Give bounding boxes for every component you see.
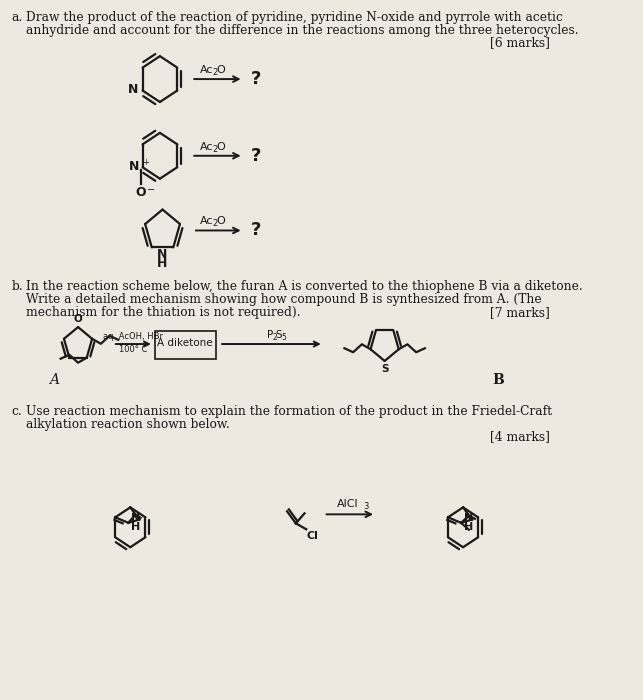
Text: Ac: Ac — [200, 142, 213, 152]
Text: H: H — [464, 522, 473, 533]
Text: O: O — [74, 314, 82, 324]
Text: S: S — [381, 364, 388, 374]
Text: Ac: Ac — [200, 65, 213, 75]
Text: In the reaction scheme below, the furan A is converted to the thiophene B via a : In the reaction scheme below, the furan … — [26, 280, 583, 293]
Text: ?: ? — [251, 221, 261, 239]
Text: 2: 2 — [272, 333, 277, 342]
Text: alkylation reaction shown below.: alkylation reaction shown below. — [26, 418, 230, 430]
Text: mechanism for the thiation is not required).: mechanism for the thiation is not requir… — [26, 306, 300, 319]
Text: anhydride and account for the difference in the reactions among the three hetero: anhydride and account for the difference… — [26, 25, 579, 37]
Text: B: B — [492, 373, 503, 387]
Text: −: − — [147, 186, 155, 195]
Text: N: N — [128, 83, 138, 96]
Text: N: N — [464, 514, 473, 524]
Text: Write a detailed mechanism showing how compound B is synthesized from A. (The: Write a detailed mechanism showing how c… — [26, 293, 541, 306]
Text: a.: a. — [12, 11, 23, 25]
Text: A: A — [49, 373, 59, 387]
Text: ?: ? — [251, 70, 261, 88]
Text: [4 marks]: [4 marks] — [490, 430, 550, 442]
Text: 2: 2 — [212, 68, 217, 77]
Text: Draw the product of the reaction of pyridine, pyridine N-oxide and pyrrole with : Draw the product of the reaction of pyri… — [26, 11, 563, 25]
Text: N: N — [129, 160, 139, 173]
Text: [7 marks]: [7 marks] — [491, 306, 550, 319]
Text: 5: 5 — [281, 333, 286, 342]
Text: O: O — [217, 142, 225, 152]
Text: AlCl: AlCl — [338, 499, 359, 510]
Text: N: N — [158, 248, 168, 261]
Text: O: O — [217, 216, 225, 227]
Text: O: O — [136, 186, 146, 200]
Text: +: + — [141, 158, 149, 167]
Text: aq. AcOH, HBr: aq. AcOH, HBr — [103, 332, 163, 341]
Text: b.: b. — [12, 280, 23, 293]
Text: 3: 3 — [364, 503, 369, 512]
Text: A diketone: A diketone — [158, 338, 213, 348]
Text: [6 marks]: [6 marks] — [490, 36, 550, 49]
Text: H: H — [131, 522, 140, 533]
Text: Ac: Ac — [200, 216, 213, 227]
Text: 100° C: 100° C — [119, 345, 147, 354]
Text: 2: 2 — [212, 145, 217, 154]
Text: H: H — [158, 258, 168, 270]
Text: N: N — [131, 514, 140, 524]
Text: O: O — [217, 65, 225, 75]
Text: Use reaction mechanism to explain the formation of the product in the Friedel-Cr: Use reaction mechanism to explain the fo… — [26, 405, 552, 418]
Text: S: S — [276, 330, 282, 340]
Text: Cl: Cl — [306, 531, 318, 541]
Text: ?: ? — [251, 147, 261, 164]
Text: P: P — [267, 330, 273, 340]
Text: c.: c. — [12, 405, 23, 418]
Text: 2: 2 — [212, 220, 217, 228]
